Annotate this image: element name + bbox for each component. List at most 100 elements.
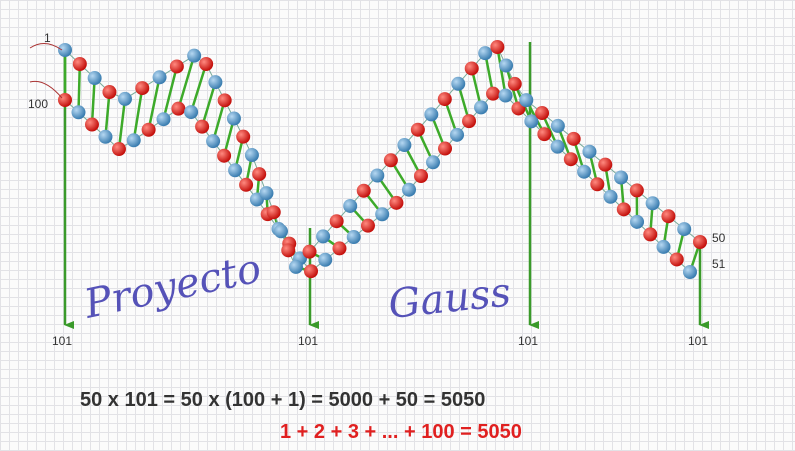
bead [281, 243, 296, 258]
bead [266, 205, 281, 220]
bead [693, 235, 707, 249]
link [200, 81, 217, 127]
bead [656, 239, 671, 254]
bead [590, 177, 605, 192]
bead [302, 244, 317, 259]
bead [273, 224, 288, 239]
bead [643, 227, 658, 242]
link [77, 63, 82, 113]
bead [451, 76, 466, 91]
bead [669, 252, 684, 267]
bead [550, 118, 565, 133]
bead [356, 183, 371, 198]
bead [332, 241, 347, 256]
label: 50 [712, 231, 726, 245]
bead [244, 148, 259, 163]
bead [677, 222, 692, 237]
bead [71, 105, 86, 120]
label: 101 [52, 334, 72, 348]
bead [199, 57, 214, 72]
bead [550, 139, 565, 154]
bead [401, 182, 416, 197]
bead [102, 85, 117, 100]
bead [582, 144, 597, 159]
bead [171, 101, 186, 116]
bead [184, 105, 199, 120]
bead [375, 207, 390, 222]
bead [535, 106, 550, 121]
link [104, 91, 111, 137]
bead [206, 134, 221, 149]
bead [58, 93, 72, 107]
bead [630, 214, 645, 229]
link [147, 77, 161, 130]
bead [135, 81, 150, 96]
bead [169, 59, 184, 74]
link [177, 55, 196, 110]
beads [58, 40, 707, 279]
bead [464, 61, 479, 76]
bead [329, 214, 344, 229]
pointer [29, 43, 63, 51]
label: 101 [298, 334, 318, 348]
bead [438, 141, 453, 156]
bead [304, 264, 319, 279]
bead [683, 265, 697, 279]
bead [424, 107, 439, 122]
bead [383, 153, 398, 168]
bead [316, 229, 331, 244]
bead [72, 57, 87, 72]
bead [217, 148, 232, 163]
bead [117, 91, 132, 106]
bead [98, 129, 113, 144]
bead [566, 131, 581, 146]
label: 51 [712, 257, 726, 271]
bead [156, 112, 171, 127]
bead [318, 252, 333, 267]
bead [152, 70, 167, 85]
bead [437, 92, 452, 107]
bead [474, 100, 489, 115]
equation: 50 x 101 = 50 x (100 + 1) = 5000 + 50 = … [80, 389, 485, 411]
bead [259, 186, 274, 201]
bead [490, 40, 505, 55]
label: 101 [518, 334, 538, 348]
bead [370, 168, 385, 183]
bead [410, 122, 425, 137]
bead [616, 202, 631, 217]
bead [288, 259, 303, 274]
bead [450, 127, 465, 142]
bead [614, 170, 629, 185]
bead [577, 164, 592, 179]
bead [645, 196, 660, 211]
link [117, 98, 127, 150]
bead [195, 119, 210, 134]
link [496, 46, 507, 96]
bead [252, 167, 267, 182]
link [132, 87, 144, 141]
bead [217, 93, 232, 108]
bead [84, 117, 99, 132]
bead [343, 198, 358, 213]
bead [629, 183, 644, 198]
bead [478, 46, 493, 61]
bead [661, 209, 676, 224]
bead [389, 195, 404, 210]
bead [486, 86, 501, 101]
bead [498, 88, 513, 103]
label: 100 [28, 97, 48, 111]
bead [187, 48, 202, 63]
bead [236, 129, 251, 144]
bead [58, 43, 72, 57]
link [211, 99, 226, 142]
bead [141, 122, 156, 137]
bead [208, 75, 223, 90]
link [90, 77, 96, 125]
bead [126, 133, 141, 148]
bead [507, 76, 522, 91]
bead [499, 58, 514, 73]
bead [346, 230, 361, 245]
bead [598, 157, 613, 172]
